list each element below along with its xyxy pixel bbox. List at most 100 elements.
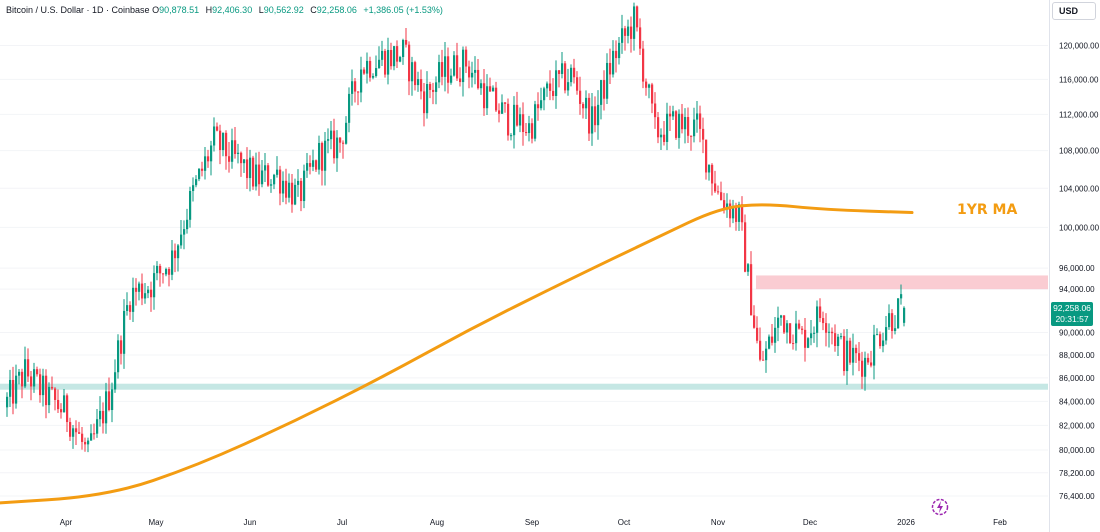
candle-body	[708, 164, 711, 173]
candle-body	[285, 180, 288, 198]
price-tick-label: 96,000.00	[1059, 264, 1095, 273]
candle-body	[405, 39, 408, 45]
candle-body	[201, 168, 204, 171]
candle-body	[477, 69, 480, 89]
candle-body	[711, 164, 714, 184]
candle-body	[45, 375, 48, 406]
candle-body	[249, 157, 252, 179]
candle-body	[810, 333, 813, 339]
last-price: 92,258.06	[1053, 303, 1091, 313]
candle-body	[834, 333, 837, 347]
candle-body	[222, 132, 225, 151]
candle-body	[339, 137, 342, 143]
candle-body	[723, 200, 726, 210]
candle-body	[864, 357, 867, 377]
candle-body	[897, 298, 900, 329]
candle-body	[831, 331, 834, 334]
price-tick-label: 112,000.00	[1059, 110, 1099, 119]
candle-body	[219, 130, 222, 151]
candle-body	[132, 287, 135, 312]
bar-countdown: 20:31:57	[1055, 314, 1089, 324]
price-axis: 76,400.00 78,200.00 80,000.00 82,000.00 84,0…	[1059, 42, 1100, 502]
candle-body	[81, 433, 84, 442]
ma-annotation: 1YR MA	[957, 202, 1018, 218]
candle-body	[102, 410, 105, 424]
candle-body	[513, 104, 516, 136]
candle-body	[879, 334, 882, 347]
candle-body	[156, 265, 159, 274]
candle-body	[894, 328, 897, 331]
candle-body	[504, 102, 507, 104]
candle-body	[558, 70, 561, 74]
candle-body	[618, 42, 621, 59]
candle-body	[264, 165, 267, 171]
candle-body	[870, 362, 873, 366]
candle-body	[150, 289, 153, 298]
candle-body	[459, 78, 462, 83]
candle-body	[891, 313, 894, 331]
candle-body	[159, 265, 162, 274]
candle-body	[594, 106, 597, 126]
candle-body	[408, 44, 411, 82]
candle-body	[555, 70, 558, 96]
candle-body	[858, 353, 861, 361]
candle-body	[525, 131, 528, 134]
candle-body	[903, 307, 906, 323]
candle-body	[801, 328, 804, 330]
candle-body	[351, 81, 354, 94]
candle-body	[468, 66, 471, 78]
candle-body	[120, 340, 123, 354]
candle-body	[507, 103, 510, 136]
candle-body	[57, 399, 60, 410]
time-tick-label: Apr	[60, 518, 73, 527]
candle-body	[798, 323, 801, 329]
candle-body	[492, 87, 495, 92]
lightning-icon[interactable]	[931, 498, 949, 516]
currency-button[interactable]: USD	[1052, 2, 1096, 20]
candle-body	[384, 50, 387, 75]
candle-body	[195, 179, 198, 186]
candle-body	[435, 82, 438, 92]
candle-body	[270, 184, 273, 186]
candle-body	[768, 336, 771, 349]
candle-body	[729, 203, 732, 219]
candle-body	[603, 80, 606, 99]
candle-body	[36, 369, 39, 375]
change-value: +1,386.05 (+1.53%)	[363, 5, 443, 15]
candle-body	[840, 336, 843, 338]
candle-body	[825, 323, 828, 333]
candle-body	[228, 156, 231, 162]
candle-body	[417, 79, 420, 86]
candle-body	[573, 67, 576, 78]
price-tick-label: 84,000.00	[1059, 397, 1095, 406]
candle-body	[819, 306, 822, 319]
candle-body	[450, 75, 453, 83]
candle-body	[42, 375, 45, 396]
candle-body	[426, 84, 429, 114]
candle-body	[516, 104, 519, 126]
candle-body	[315, 160, 318, 170]
candle-body	[357, 91, 360, 93]
candle-body	[630, 26, 633, 39]
candle-body	[387, 49, 390, 75]
candle-body	[255, 164, 258, 187]
candle-body	[687, 117, 690, 136]
candle-body	[96, 419, 99, 434]
candle-body	[321, 142, 324, 171]
candle-body	[750, 264, 753, 316]
candle-body	[438, 62, 441, 83]
candle-body	[600, 80, 603, 105]
candle-body	[804, 329, 807, 348]
candle-body	[657, 117, 660, 138]
candle-body	[123, 310, 126, 354]
candle-body	[867, 357, 870, 363]
candle-body	[138, 283, 141, 292]
candle-body	[474, 69, 477, 73]
candle-body	[570, 67, 573, 83]
candle-body	[498, 110, 501, 114]
price-tick-label: 76,400.00	[1059, 492, 1095, 501]
candle-body	[501, 102, 504, 114]
candle-body	[63, 395, 66, 413]
candle-body	[246, 159, 249, 179]
